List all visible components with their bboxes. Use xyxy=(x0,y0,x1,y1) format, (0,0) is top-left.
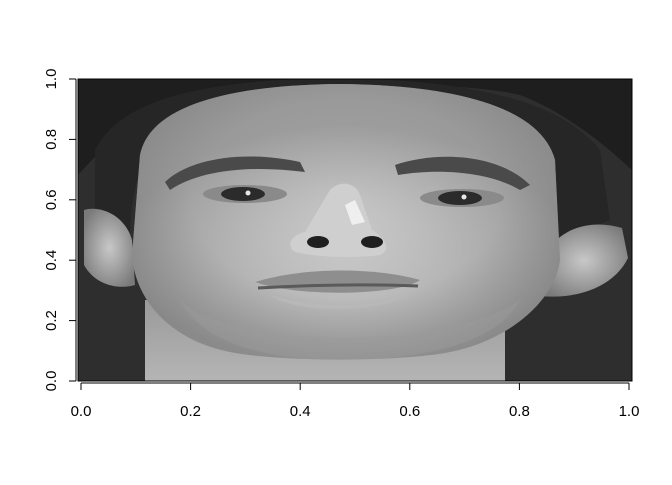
y-tick-label: 0.0 xyxy=(43,371,60,392)
x-tick-label: 0.4 xyxy=(290,403,311,420)
x-tick-label: 0.0 xyxy=(71,403,92,420)
right-eye-highlight xyxy=(461,194,467,200)
x-tick-label: 0.6 xyxy=(399,403,420,420)
x-tick-label: 0.2 xyxy=(180,403,201,420)
x-tick-label: 0.8 xyxy=(509,403,530,420)
x-axis: 0.0 0.2 0.4 0.6 0.8 1.0 xyxy=(71,382,640,420)
left-eyebrow xyxy=(165,156,305,190)
right-nostril xyxy=(361,236,383,248)
plot-frame xyxy=(77,78,633,382)
right-ear xyxy=(540,224,628,297)
left-nostril xyxy=(307,236,329,248)
y-tick-label: 0.8 xyxy=(43,129,60,150)
left-eye-highlight xyxy=(245,190,251,196)
chin-stubble xyxy=(180,300,520,360)
y-tick-label: 0.4 xyxy=(43,250,60,271)
y-tick-label: 0.2 xyxy=(43,310,60,331)
y-axis: 0.0 0.2 0.4 0.6 0.8 1.0 xyxy=(43,69,77,392)
hair-side-region xyxy=(95,79,610,240)
heatmap-image xyxy=(78,79,632,381)
x-tick-label: 1.0 xyxy=(619,403,640,420)
right-eyebrow xyxy=(395,156,530,190)
y-tick-label: 0.6 xyxy=(43,189,60,210)
y-tick-label: 1.0 xyxy=(43,69,60,90)
nose-highlight xyxy=(345,200,365,225)
left-eye xyxy=(221,187,265,201)
lower-lip xyxy=(270,292,410,309)
right-eye xyxy=(438,191,482,205)
hair-region xyxy=(78,79,632,175)
left-ear xyxy=(84,208,135,287)
mouth-line xyxy=(257,283,419,290)
